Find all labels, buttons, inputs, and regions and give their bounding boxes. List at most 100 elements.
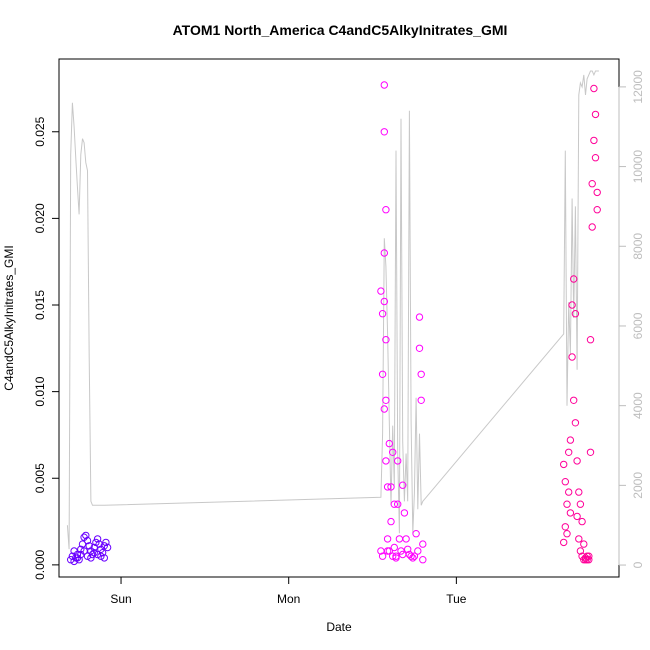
series-1 <box>67 531 112 566</box>
left-tick-label: 0.015 <box>33 290 47 320</box>
data-point <box>588 180 596 188</box>
data-point <box>407 552 415 560</box>
data-point <box>397 547 405 555</box>
altitude-line <box>66 70 599 550</box>
data-point <box>85 542 93 550</box>
left-tick-label: 0.025 <box>33 116 47 146</box>
data-point <box>90 543 98 552</box>
data-point <box>382 457 390 465</box>
data-point <box>415 344 424 352</box>
data-point <box>404 545 412 553</box>
right-tick-label: 6000 <box>631 312 645 339</box>
x-tick-label: Mon <box>277 592 300 606</box>
data-point <box>87 554 95 562</box>
data-point <box>102 538 110 547</box>
right-tick-label: 0 <box>631 561 645 568</box>
data-point <box>580 540 588 548</box>
data-point <box>389 448 397 456</box>
data-point <box>591 110 600 119</box>
y-axis-label: C4andC5AlkyInitrates_GMI <box>2 245 16 390</box>
data-point <box>100 554 109 562</box>
data-point <box>568 353 576 361</box>
data-point <box>93 535 102 543</box>
data-point <box>82 531 90 540</box>
data-point <box>575 535 583 543</box>
left-tick-label: 0.005 <box>33 463 47 493</box>
data-point <box>400 509 409 517</box>
data-point <box>377 287 385 295</box>
series-3 <box>560 84 601 564</box>
data-point <box>560 460 568 469</box>
data-point <box>419 556 427 564</box>
data-point <box>568 301 576 309</box>
data-point <box>385 547 393 555</box>
data-point <box>576 547 585 555</box>
data-point <box>382 206 390 214</box>
data-point <box>378 552 387 560</box>
data-point <box>75 556 83 564</box>
data-point <box>586 448 595 456</box>
data-point <box>576 500 585 508</box>
data-point <box>565 488 573 496</box>
right-tick-label: 2000 <box>631 472 645 499</box>
data-point <box>566 509 575 517</box>
series-2 <box>377 81 427 564</box>
data-point <box>73 550 82 559</box>
data-point <box>591 154 600 162</box>
data-point <box>561 478 569 486</box>
data-point <box>378 370 387 378</box>
data-point <box>586 336 595 344</box>
data-point <box>573 512 581 521</box>
data-point <box>382 336 390 344</box>
data-point <box>575 488 583 496</box>
data-point <box>383 535 392 543</box>
data-point <box>380 249 388 257</box>
data-point <box>390 500 398 508</box>
x-axis-label: Date <box>326 620 352 634</box>
data-point <box>402 535 410 543</box>
data-point <box>390 543 398 552</box>
x-tick-label: Tue <box>446 592 467 606</box>
data-point <box>588 223 596 231</box>
data-point <box>97 552 105 560</box>
data-point <box>395 535 404 543</box>
data-point <box>573 457 581 465</box>
data-point <box>380 405 388 413</box>
data-point <box>88 550 97 559</box>
data-point <box>563 530 571 538</box>
data-point <box>68 552 77 560</box>
data-point <box>560 538 568 547</box>
plot-frame <box>58 58 620 578</box>
data-point <box>561 523 569 531</box>
data-point <box>415 313 424 321</box>
right-tick-label: 10000 <box>631 150 645 184</box>
data-point <box>565 448 573 456</box>
data-point <box>419 540 427 548</box>
right-tick-label: 8000 <box>631 233 645 260</box>
left-tick-label: 0.020 <box>33 203 47 233</box>
data-point <box>571 310 580 318</box>
data-point <box>410 552 419 560</box>
left-tick-label: 0.000 <box>33 550 47 580</box>
data-point <box>571 419 580 427</box>
data-point <box>399 481 407 489</box>
data-point <box>380 81 388 89</box>
data-point <box>593 206 601 214</box>
data-point <box>382 396 390 404</box>
data-points <box>67 81 601 566</box>
data-point <box>590 136 598 145</box>
data-point <box>387 483 395 491</box>
x-axis: Sun Mon Tue <box>110 576 467 606</box>
data-point <box>378 310 387 318</box>
x-tick-label: Sun <box>110 592 131 606</box>
data-point <box>394 457 402 465</box>
data-point <box>570 396 578 404</box>
right-y-axis: 0 2000 4000 6000 8000 10000 12000 <box>618 70 645 568</box>
data-point <box>417 370 425 378</box>
data-point <box>593 188 601 197</box>
data-point <box>585 556 593 564</box>
data-point <box>385 439 393 448</box>
data-point <box>67 556 75 564</box>
data-point <box>80 547 88 555</box>
data-point <box>585 552 593 560</box>
